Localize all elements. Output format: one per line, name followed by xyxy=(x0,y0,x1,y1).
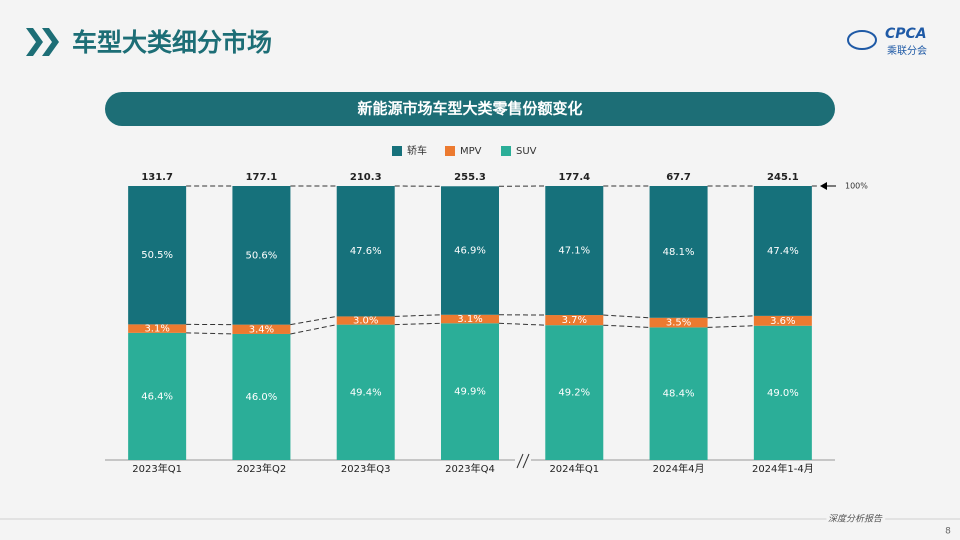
data-label: 47.4% xyxy=(767,246,799,257)
total-label: 255.3 xyxy=(454,172,486,183)
logo-text: CPCA xyxy=(885,26,927,42)
bar-segment xyxy=(753,186,812,316)
data-label: 3.5% xyxy=(666,318,691,329)
total-label: 210.3 xyxy=(350,172,382,183)
data-label: 49.9% xyxy=(454,387,486,398)
total-label: 177.4 xyxy=(558,172,590,183)
bar-segment xyxy=(545,315,604,326)
x-tick-label: 2024年Q1 xyxy=(549,462,599,475)
data-label: 48.4% xyxy=(663,389,695,400)
connector xyxy=(394,314,442,317)
legend-swatch xyxy=(392,146,402,156)
data-label: 49.4% xyxy=(350,387,382,398)
bar-segment xyxy=(336,324,395,460)
connector xyxy=(186,332,233,335)
bar-segment xyxy=(545,325,604,460)
axis-break xyxy=(522,453,530,469)
bar-segment xyxy=(649,186,708,318)
chevron-icon xyxy=(42,28,59,56)
slide-title: 车型大类细分市场 xyxy=(72,28,272,57)
bar-segment xyxy=(128,324,187,333)
x-tick-label: 2024年4月 xyxy=(653,462,705,475)
legend-swatch xyxy=(445,146,455,156)
bar-segment xyxy=(336,316,395,325)
connector xyxy=(603,324,650,328)
data-label: 48.1% xyxy=(663,247,695,258)
total-label: 67.7 xyxy=(666,172,691,183)
total-label: 131.7 xyxy=(141,172,173,183)
total-label: 177.1 xyxy=(246,172,278,183)
x-tick-label: 2023年Q1 xyxy=(132,462,182,475)
data-label: 49.0% xyxy=(767,388,799,399)
data-label: 3.4% xyxy=(249,324,274,335)
legend-swatch xyxy=(501,146,511,156)
x-tick-label: 2023年Q3 xyxy=(341,462,391,475)
logo-mark xyxy=(847,30,877,50)
connector xyxy=(290,324,337,335)
connector xyxy=(498,322,546,326)
connector xyxy=(707,325,754,328)
data-label: 46.0% xyxy=(246,392,278,403)
chevron-icon xyxy=(26,28,43,56)
legend-label: SUV xyxy=(516,146,537,157)
data-label: 50.6% xyxy=(246,250,278,261)
logo-subtext: 乘联分会 xyxy=(887,44,927,57)
axis-break xyxy=(516,453,524,469)
legend-label: MPV xyxy=(460,146,482,157)
page-number: 8 xyxy=(945,527,951,537)
bar-segment xyxy=(649,317,708,328)
data-label: 49.2% xyxy=(558,388,590,399)
bar-segment xyxy=(441,314,499,324)
connector xyxy=(290,315,337,326)
bar-segment xyxy=(753,315,812,326)
x-tick-label: 2023年Q2 xyxy=(237,462,287,475)
data-label: 46.9% xyxy=(454,246,486,257)
connector xyxy=(707,315,754,319)
bar-segment xyxy=(128,186,187,325)
data-label: 3.7% xyxy=(562,315,587,326)
bar-segment xyxy=(128,332,187,460)
total-label: 245.1 xyxy=(767,172,799,183)
x-tick-label: 2023年Q4 xyxy=(445,462,495,475)
data-label: 3.1% xyxy=(457,314,482,325)
annotation: 100% xyxy=(845,182,868,191)
bar-segment xyxy=(441,186,499,315)
data-label: 3.6% xyxy=(770,316,795,327)
bar-segment xyxy=(649,327,708,460)
bar-segment xyxy=(441,323,499,460)
data-label: 3.0% xyxy=(353,316,378,327)
chart-banner xyxy=(105,92,835,126)
data-label: 47.6% xyxy=(350,246,382,257)
data-label: 46.4% xyxy=(141,391,173,402)
x-tick-label: 2024年1-4月 xyxy=(752,462,814,475)
data-label: 50.5% xyxy=(141,250,173,261)
legend-label: 轿车 xyxy=(407,144,427,157)
bar-segment xyxy=(232,324,291,334)
connector xyxy=(603,314,650,319)
connector xyxy=(394,322,442,326)
bar-segment xyxy=(336,186,395,317)
bar-segment xyxy=(232,186,291,325)
bar-segment xyxy=(232,333,291,460)
data-label: 3.1% xyxy=(144,324,169,335)
footer-text: 深度分析报告 xyxy=(828,514,883,525)
chart-title: 新能源市场车型大类零售份额变化 xyxy=(357,100,582,118)
annotation-arrowhead xyxy=(820,182,827,190)
bar-segment xyxy=(545,186,604,316)
data-label: 47.1% xyxy=(558,246,590,257)
bar-segment xyxy=(753,325,812,460)
